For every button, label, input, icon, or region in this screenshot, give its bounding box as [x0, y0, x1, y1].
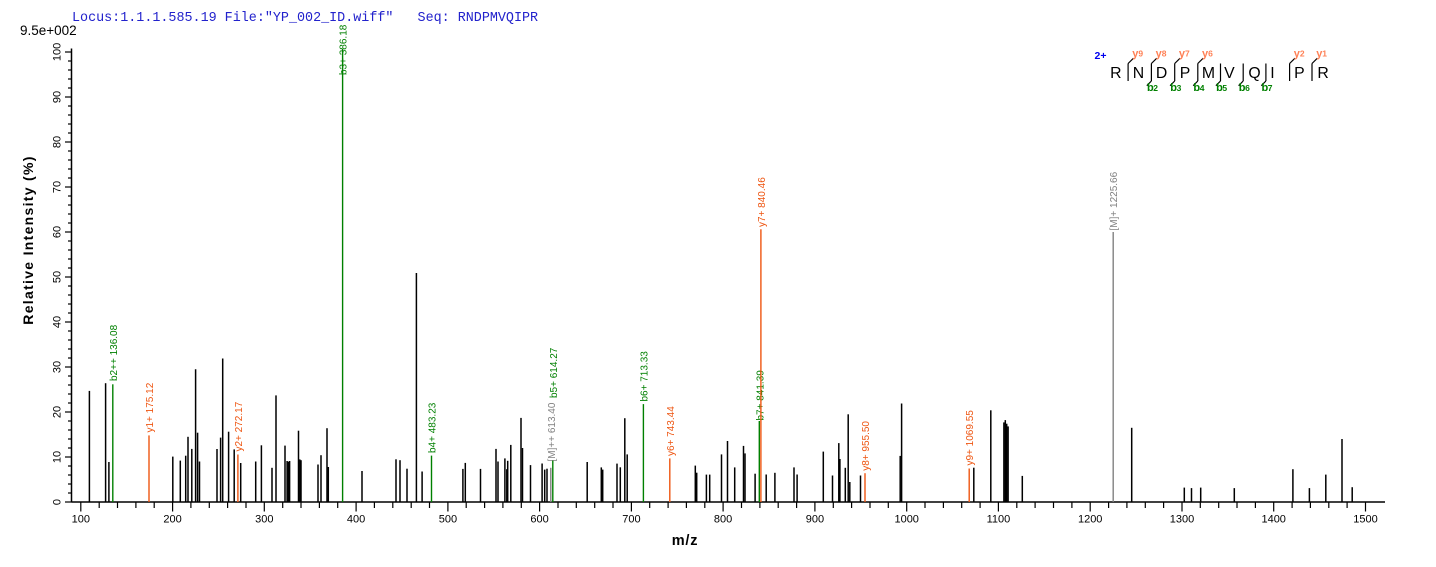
svg-text:b4+ 483.23: b4+ 483.23: [428, 402, 439, 453]
svg-text:b: b: [1262, 82, 1269, 94]
svg-text:90: 90: [52, 91, 64, 103]
svg-text:R: R: [1110, 65, 1121, 82]
svg-text:[M]++ 613.40: [M]++ 613.40: [547, 402, 558, 461]
svg-text:9.5e+002: 9.5e+002: [20, 23, 77, 38]
svg-text:900: 900: [806, 514, 824, 526]
svg-text:2: 2: [1300, 49, 1305, 59]
svg-text:60: 60: [52, 226, 64, 238]
svg-text:y8+ 955.50: y8+ 955.50: [861, 421, 872, 471]
svg-text:b: b: [1147, 82, 1154, 94]
svg-text:m/z: m/z: [672, 533, 699, 549]
svg-text:N: N: [1133, 65, 1144, 82]
svg-text:b5+ 614.27: b5+ 614.27: [549, 347, 560, 398]
svg-text:500: 500: [439, 514, 457, 526]
svg-text:300: 300: [255, 514, 273, 526]
svg-text:100: 100: [52, 43, 64, 61]
svg-text:40: 40: [52, 316, 64, 328]
svg-text:1300: 1300: [1170, 514, 1194, 526]
svg-text:y: y: [1156, 48, 1163, 60]
svg-text:Q: Q: [1248, 65, 1260, 82]
svg-text:y9+ 1069.55: y9+ 1069.55: [965, 410, 976, 466]
svg-text:2+: 2+: [1095, 50, 1107, 62]
svg-text:b3+ 386.18: b3+ 386.18: [339, 24, 350, 75]
svg-text:70: 70: [52, 181, 64, 193]
svg-text:P: P: [1180, 65, 1191, 82]
svg-text:I: I: [1270, 65, 1274, 82]
svg-text:1500: 1500: [1353, 514, 1377, 526]
svg-text:8: 8: [1162, 49, 1167, 59]
svg-text:R: R: [1317, 65, 1328, 82]
svg-text:0: 0: [52, 499, 64, 505]
svg-text:1200: 1200: [1078, 514, 1102, 526]
svg-text:y: y: [1132, 48, 1139, 60]
svg-text:y7+ 840.46: y7+ 840.46: [757, 177, 768, 227]
svg-text:P: P: [1294, 65, 1305, 82]
svg-text:6: 6: [1245, 83, 1250, 93]
svg-text:Locus:1.1.1.585.19 File:"YP_00: Locus:1.1.1.585.19 File:"YP_002_ID.wiff"…: [72, 11, 538, 26]
svg-text:100: 100: [72, 514, 90, 526]
svg-text:2: 2: [1153, 83, 1158, 93]
svg-text:5: 5: [1222, 83, 1227, 93]
svg-text:V: V: [1224, 65, 1235, 82]
svg-text:3: 3: [1177, 83, 1182, 93]
svg-text:800: 800: [714, 514, 732, 526]
svg-text:b: b: [1170, 82, 1177, 94]
svg-text:20: 20: [52, 406, 64, 418]
svg-text:D: D: [1156, 65, 1167, 82]
svg-text:b6+ 713.33: b6+ 713.33: [639, 351, 650, 402]
svg-text:y: y: [1202, 48, 1209, 60]
svg-text:4: 4: [1200, 83, 1205, 93]
svg-text:200: 200: [163, 514, 181, 526]
svg-text:7: 7: [1268, 83, 1273, 93]
svg-text:b2++ 136.08: b2++ 136.08: [109, 324, 120, 381]
svg-text:[M]+ 1225.66: [M]+ 1225.66: [1109, 171, 1120, 230]
svg-text:y2+ 272.17: y2+ 272.17: [234, 401, 245, 451]
svg-text:M: M: [1202, 65, 1215, 82]
svg-text:9: 9: [1138, 49, 1143, 59]
svg-text:y6+ 743.44: y6+ 743.44: [666, 406, 677, 456]
svg-text:1000: 1000: [894, 514, 918, 526]
svg-text:10: 10: [52, 451, 64, 463]
svg-text:b: b: [1239, 82, 1246, 94]
svg-text:600: 600: [530, 514, 548, 526]
svg-text:b: b: [1216, 82, 1223, 94]
svg-text:6: 6: [1208, 49, 1213, 59]
svg-text:y: y: [1179, 48, 1186, 60]
svg-text:30: 30: [52, 361, 64, 373]
svg-text:700: 700: [622, 514, 640, 526]
svg-text:y: y: [1294, 48, 1301, 60]
svg-text:400: 400: [347, 514, 365, 526]
svg-text:y1+ 175.12: y1+ 175.12: [145, 382, 156, 432]
svg-text:1100: 1100: [987, 514, 1011, 526]
svg-text:b: b: [1193, 82, 1200, 94]
svg-text:1400: 1400: [1261, 514, 1285, 526]
svg-text:1: 1: [1322, 49, 1327, 59]
svg-text:80: 80: [52, 136, 64, 148]
svg-text:Relative Intensity (%): Relative Intensity (%): [20, 155, 36, 324]
svg-text:y: y: [1316, 48, 1323, 60]
svg-text:50: 50: [52, 271, 64, 283]
svg-text:7: 7: [1185, 49, 1190, 59]
